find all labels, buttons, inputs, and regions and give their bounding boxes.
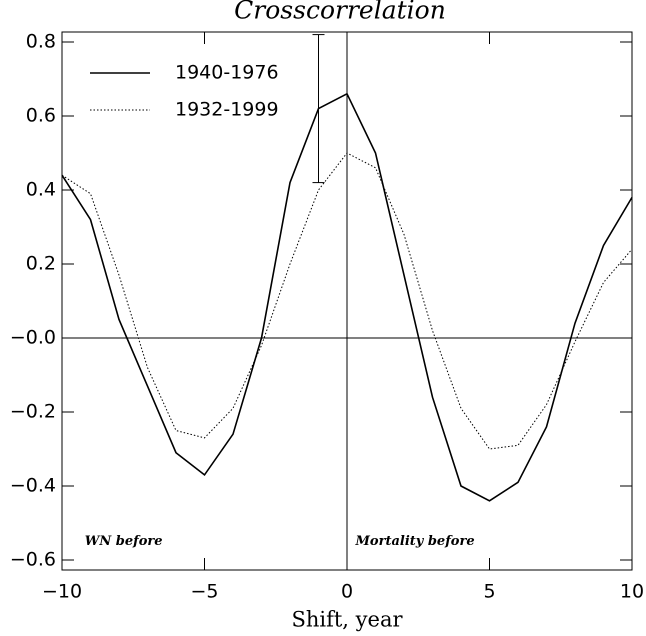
y-tick-label: −0.6 <box>10 549 56 571</box>
legend-label: 1940-1976 <box>175 62 279 84</box>
y-tick-label: 0.2 <box>26 252 56 274</box>
y-tick-label: 0.6 <box>26 104 56 126</box>
x-tick-label: −10 <box>42 581 82 603</box>
chart-title: Crosscorrelation <box>234 0 446 25</box>
y-tick-label: 0.8 <box>26 30 56 52</box>
y-tick-label: 0.4 <box>26 178 56 200</box>
annotation: WN before <box>85 534 163 549</box>
x-tick-label: 10 <box>620 581 644 603</box>
legend-label: 1932-1999 <box>175 99 279 121</box>
y-tick-label: −0.2 <box>10 401 56 423</box>
x-tick-label: 0 <box>341 581 353 603</box>
x-axis-label: Shift, year <box>291 608 403 632</box>
y-tick-label: −0.4 <box>10 475 56 497</box>
annotation: Mortality before <box>355 534 475 549</box>
data-line <box>61 152 633 450</box>
x-tick-label: 5 <box>483 581 495 603</box>
data-line <box>61 92 633 502</box>
y-tick-label: −0.0 <box>10 327 56 349</box>
x-tick-label: −5 <box>190 581 218 603</box>
